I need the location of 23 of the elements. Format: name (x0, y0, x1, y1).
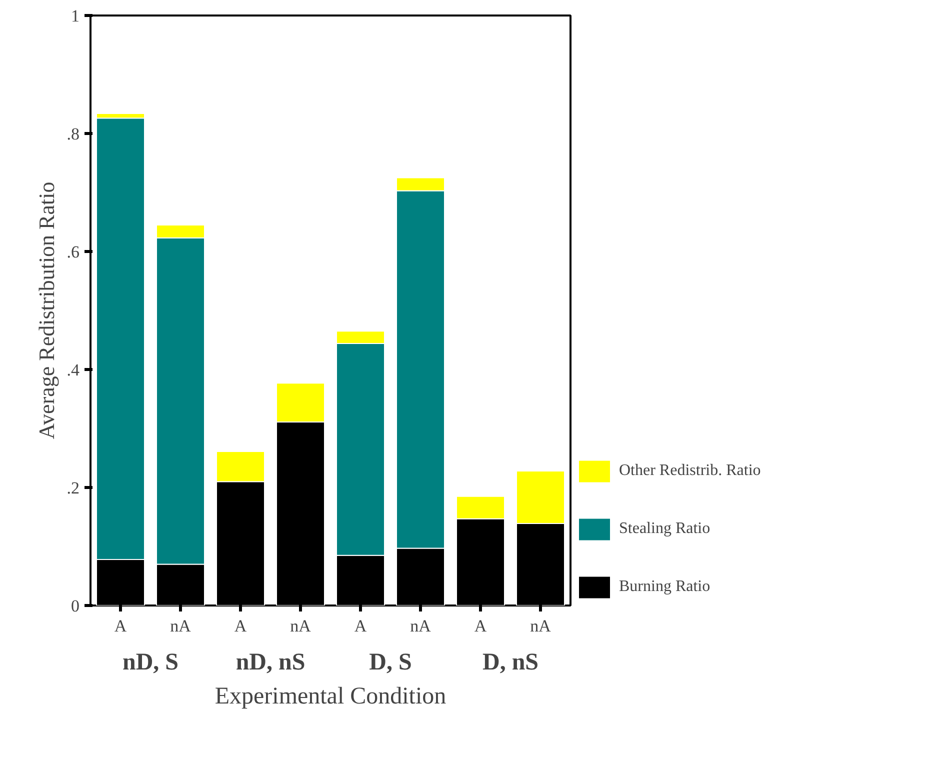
x-tick-label: nA (290, 616, 312, 636)
x-tick-label: A (114, 616, 128, 636)
x-tick-label: nA (530, 616, 552, 636)
x-tick-label: A (474, 616, 488, 636)
text: D, nS (482, 650, 539, 676)
y-tick-label: 1 (71, 6, 80, 26)
y-tick-label: 0 (71, 596, 80, 616)
y-tick-label: .6 (66, 242, 80, 262)
y-tick-label: .8 (66, 124, 80, 144)
text: nD, nS (236, 650, 306, 676)
x-tick-label: nA (170, 616, 192, 636)
legend-label: Stealing Ratio (619, 520, 710, 538)
text: D, S (369, 650, 412, 676)
y-axis-title: Average Redistribution Ratio (34, 182, 59, 440)
y-tick-label: .2 (66, 478, 80, 498)
x-tick-label: nA (410, 616, 432, 636)
legend-label: Other Redistrib. Ratio (619, 462, 761, 480)
x-tick-label: A (354, 616, 368, 636)
legend-label: Burning Ratio (619, 578, 710, 596)
x-axis-title: Experimental Condition (214, 684, 446, 710)
y-tick-label: .4 (66, 360, 80, 380)
x-tick-label: A (234, 616, 248, 636)
text: nD, S (122, 650, 179, 676)
